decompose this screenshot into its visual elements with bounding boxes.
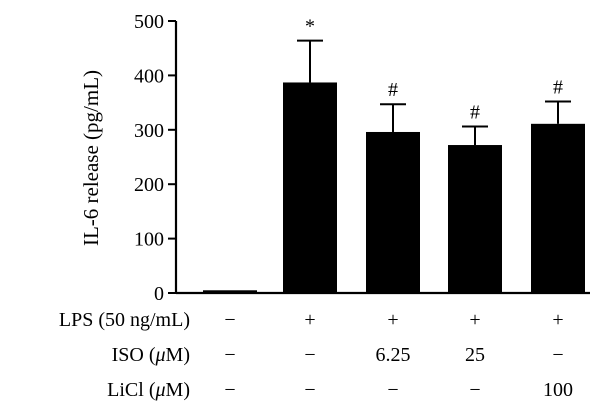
condition-value: − — [224, 309, 235, 331]
significance-mark: * — [305, 16, 315, 38]
bars: * # # # — [203, 16, 585, 293]
y-tick-label: 400 — [134, 65, 164, 87]
bar — [203, 290, 257, 293]
condition-value: 25 — [465, 344, 485, 366]
bar — [283, 82, 337, 293]
condition-value: − — [304, 344, 315, 366]
y-tick-label: 0 — [154, 283, 164, 305]
condition-value: + — [552, 309, 563, 331]
condition-value: − — [224, 379, 235, 401]
condition-label: ISO (μM) — [112, 344, 190, 366]
condition-value: − — [552, 344, 563, 366]
condition-label: LiCl (μM) — [107, 379, 190, 401]
condition-table: LPS (50 ng/mL) − + + + + ISO (μM) − − 6.25 25 − LiCl… — [59, 309, 573, 401]
y-tick-label: 100 — [134, 229, 164, 251]
y-tick-label: 200 — [134, 174, 164, 196]
axes: 0 100 200 300 400 500 — [134, 11, 590, 305]
condition-value: + — [387, 309, 398, 331]
y-axis-title: IL-6 release (pg/mL) — [79, 70, 103, 246]
bar — [366, 131, 420, 293]
condition-label: LPS (50 ng/mL) — [59, 309, 190, 331]
significance-mark: # — [553, 77, 563, 99]
condition-value: 100 — [543, 379, 573, 401]
y-tick-label: 300 — [134, 120, 164, 142]
condition-value: 6.25 — [376, 344, 411, 366]
condition-value: + — [304, 309, 315, 331]
condition-value: − — [304, 379, 315, 401]
condition-value: − — [387, 379, 398, 401]
bar — [531, 123, 585, 293]
condition-value: − — [469, 379, 480, 401]
significance-mark: # — [388, 79, 398, 101]
condition-value: + — [469, 309, 480, 331]
bar — [448, 145, 502, 293]
condition-value: − — [224, 344, 235, 366]
y-tick-label: 500 — [134, 11, 164, 33]
significance-mark: # — [470, 102, 480, 124]
